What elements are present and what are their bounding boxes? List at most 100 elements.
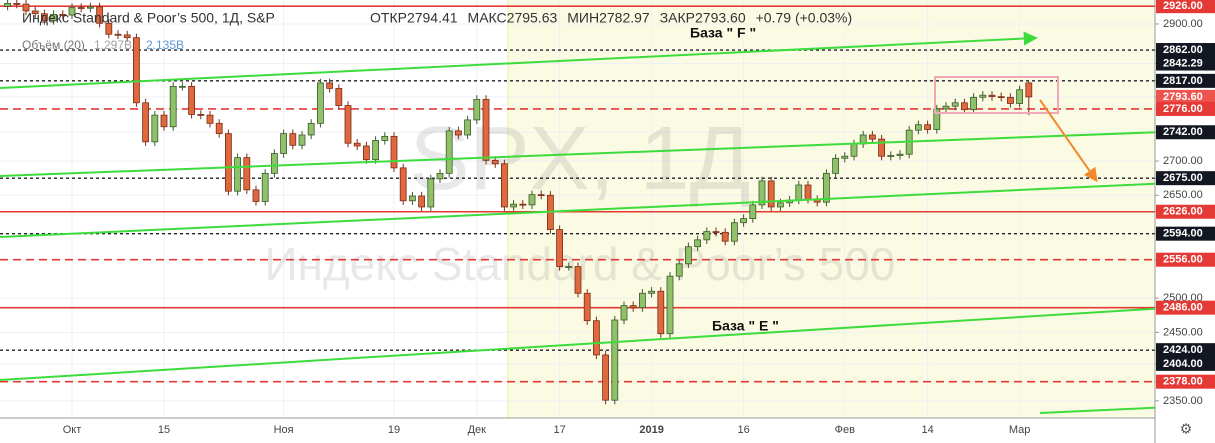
candle-body (602, 354, 609, 401)
candle-body (970, 96, 977, 111)
candle-body (979, 94, 987, 98)
candle-body (537, 194, 545, 197)
ohlc-value: 2794.41 (407, 10, 458, 26)
candle-body (629, 305, 637, 309)
candle-body (160, 114, 168, 128)
candle-body (574, 266, 582, 294)
candle-body (933, 108, 941, 130)
x-tick-label: Мар (1009, 424, 1031, 436)
y-tick-label: 2486.00 (1163, 302, 1203, 314)
y-tick-label: 2594.00 (1163, 228, 1203, 240)
y-tick-label: 2776.00 (1163, 103, 1203, 115)
candle-body (436, 172, 444, 180)
candle-body (721, 231, 729, 242)
chart-title: Индекс Standard & Poor’s 500, 1Д, S&P (22, 10, 275, 26)
candle-body (307, 122, 315, 136)
candle-body (583, 292, 591, 322)
y-tick-label: 2556.00 (1163, 254, 1203, 266)
price-label-box (1156, 101, 1215, 116)
candle-body (243, 157, 251, 191)
candle-body (593, 320, 600, 356)
candle-body (565, 266, 573, 268)
price-label-box (1156, 300, 1215, 315)
candle-body (169, 85, 177, 128)
candle-body (685, 246, 692, 265)
price-label-box (1156, 343, 1215, 358)
candle-body (473, 98, 481, 121)
candle-body (252, 189, 260, 202)
annotation: База " E " (712, 318, 779, 334)
trend-line (1039, 406, 1155, 414)
price-label-box (1156, 43, 1215, 58)
candle-body (556, 229, 563, 267)
change: +0.79 (+0.03%) (756, 10, 853, 26)
trend-lines (0, 31, 1155, 414)
x-tick-label: Ноя (274, 424, 294, 436)
candle-body (961, 102, 968, 111)
candle-body (528, 194, 536, 206)
ohlc-label: ОТКР (370, 10, 407, 26)
candle-body (59, 13, 67, 16)
candle-body (703, 231, 711, 241)
candle-body (234, 157, 242, 192)
candle-body (399, 167, 407, 202)
candle-body (878, 138, 885, 157)
candle-body (372, 140, 380, 161)
price-label-box (1156, 252, 1215, 267)
candle-body (408, 195, 416, 202)
candle-body (445, 130, 453, 174)
candle-body (50, 13, 57, 21)
candle-body (832, 157, 839, 174)
candle-body (1025, 82, 1033, 98)
candle-body (749, 204, 757, 219)
y-tick-label: 2404.00 (1163, 358, 1203, 370)
candle-body (151, 114, 159, 143)
x-tick-label: Окт (63, 424, 82, 436)
candle-body (87, 6, 94, 9)
candle-body (344, 105, 352, 144)
candle-body (316, 82, 324, 124)
candle-body (105, 22, 113, 35)
candle-body (869, 134, 876, 140)
trend-line (0, 307, 1155, 381)
candle-body (280, 133, 288, 154)
x-tick-label: 15 (158, 424, 170, 436)
candle-body (96, 6, 103, 24)
candle-body (804, 184, 812, 200)
candle-body (22, 3, 30, 12)
ohlc-value: 2782.97 (599, 10, 650, 26)
candle-body (381, 135, 389, 141)
y-tick-label: 2793.60 (1163, 91, 1203, 103)
candle-body (887, 155, 895, 157)
y-tick-label: 2350.00 (1163, 395, 1203, 407)
candle-body (666, 275, 674, 335)
y-tick-label: 2862.00 (1163, 44, 1203, 56)
candle-body (335, 87, 343, 106)
candle-body (197, 114, 205, 116)
candle-body (795, 184, 803, 201)
price-label-box (1156, 0, 1215, 14)
y-tick-label: 2900.00 (1163, 18, 1203, 30)
candle-body (712, 231, 720, 234)
volume-value: 1.297B (94, 38, 132, 52)
candle-body (224, 133, 232, 192)
candle-body (915, 124, 922, 131)
candle-body (123, 34, 131, 39)
candle-body (841, 155, 849, 159)
candle-body (924, 124, 931, 130)
ohlc-label: МИН (567, 10, 599, 26)
candle-body (178, 85, 186, 88)
settings-icon[interactable]: ⚙ (1180, 421, 1193, 437)
candle-body (1016, 89, 1023, 104)
price-label-box (1156, 356, 1215, 371)
candle-body (767, 180, 775, 208)
ohlc-value: 2795.63 (507, 10, 558, 26)
y-tick-label: 2650.00 (1163, 189, 1203, 201)
x-tick-label: 2019 (639, 424, 663, 436)
y-tick-label: 2700.00 (1163, 155, 1203, 167)
y-tick-label: 2742.00 (1163, 126, 1203, 138)
y-tick-label: 2926.00 (1163, 0, 1203, 12)
price-label-box (1156, 56, 1215, 71)
candle-body (620, 305, 628, 321)
